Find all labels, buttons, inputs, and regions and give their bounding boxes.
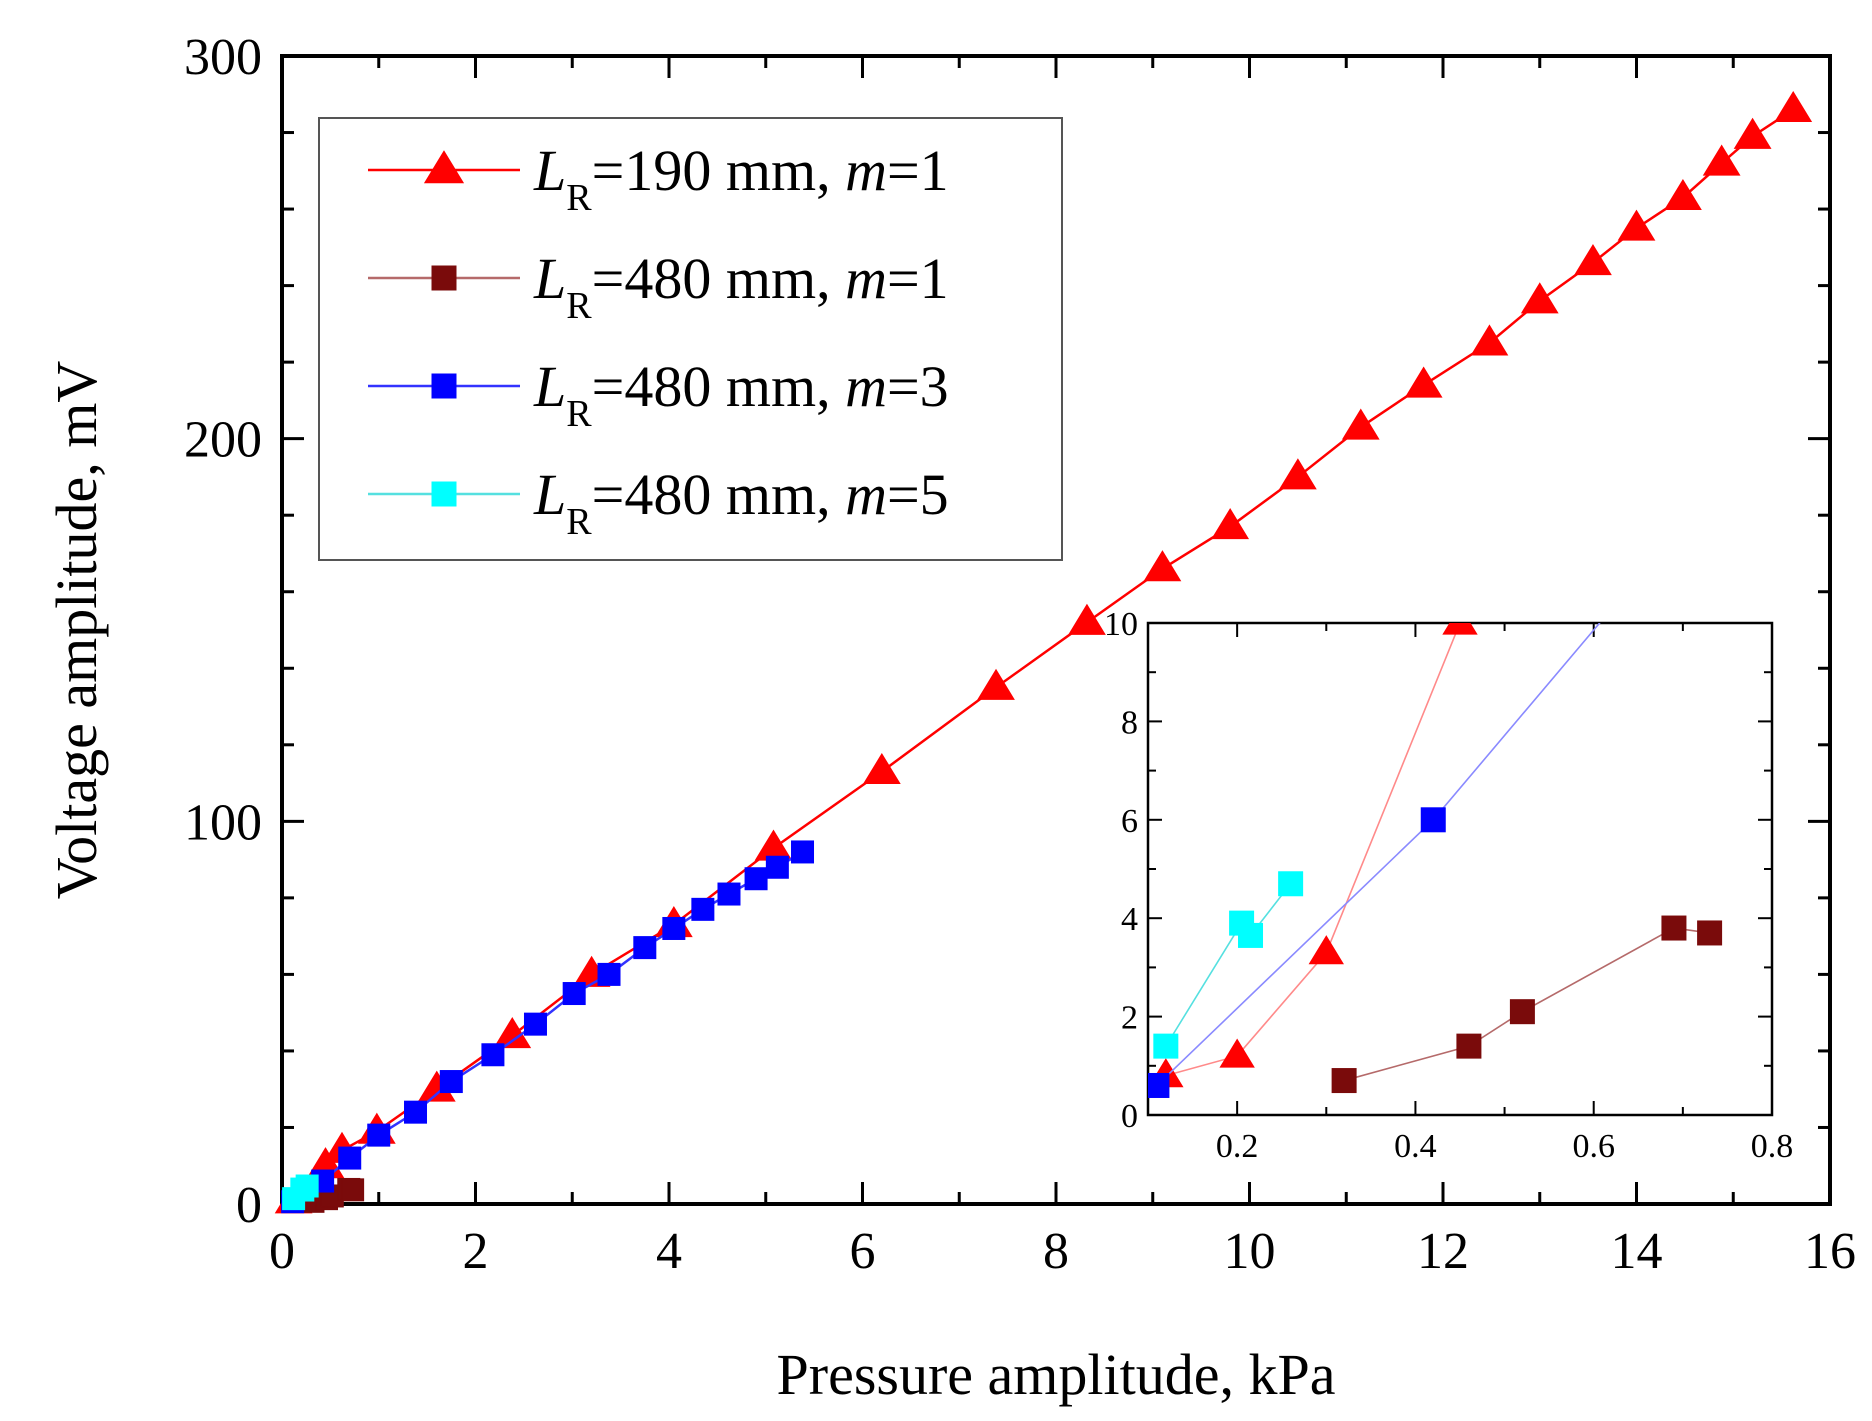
legend-label: LR=480 mm, m=3 (533, 354, 949, 435)
main-data-point (404, 1100, 428, 1124)
x-tick-label: 16 (1804, 1223, 1856, 1280)
inset-data-point (1148, 1072, 1170, 1098)
inset-y-tick-label: 0 (1121, 1098, 1138, 1135)
main-data-point (493, 1016, 532, 1049)
inset-data-point (1219, 1038, 1255, 1068)
inset-data-point (1278, 871, 1304, 897)
inset-frame (1146, 621, 1774, 1117)
inset-data-point (1420, 807, 1446, 833)
legend-marker (431, 481, 457, 507)
legend-marker (423, 150, 465, 184)
main-data-point (791, 840, 815, 864)
main-data-point (1068, 603, 1106, 635)
inset-data-point (1661, 915, 1687, 941)
main-data-point (977, 668, 1015, 700)
main-data-point (1278, 458, 1317, 490)
inset-data-point (1153, 1033, 1179, 1059)
main-data-point (481, 1043, 505, 1067)
legend-entry: LR=190 mm, m=1 (368, 138, 949, 219)
legend-label: LR=190 mm, m=1 (533, 138, 949, 219)
main-data-point (367, 1123, 391, 1147)
y-axis-title: Voltage amplitude, mV (44, 361, 109, 900)
main-data-point (1702, 144, 1741, 176)
inset-data-point (1595, 410, 1629, 438)
inset-x-tick-label: 0.6 (1572, 1128, 1615, 1165)
x-tick-label: 14 (1611, 1223, 1663, 1280)
main-data-point (1774, 90, 1813, 123)
inset-x-tick-label: 0.2 (1216, 1128, 1259, 1165)
main-data-point (744, 867, 768, 891)
main-data-point (562, 982, 586, 1006)
x-axis-title: Pressure amplitude, kPa (777, 1342, 1336, 1407)
main-data-point (765, 855, 789, 879)
inset-y-tick-label: 6 (1121, 803, 1138, 840)
inset-x-tick-label: 0.4 (1394, 1128, 1437, 1165)
inset-chart: 0.2 0.4 0.6 0.8 0 2 4 6 8 10 (1104, 410, 1794, 1165)
main-data-point (662, 916, 686, 940)
main-data-point (1341, 408, 1380, 440)
legend: LR=190 mm, m=1 LR=480 mm, m=1 LR=480 mm, m… (318, 117, 1063, 561)
x-tick-label: 6 (850, 1223, 876, 1280)
main-data-point (439, 1070, 463, 1094)
y-tick-label: 0 (236, 1177, 262, 1234)
main-data-point (1211, 508, 1250, 540)
main-data-point (1470, 324, 1509, 356)
inset-data-point (1331, 1068, 1357, 1094)
main-data-point (717, 882, 741, 906)
x-tick-label: 8 (1043, 1223, 1069, 1280)
inset-data-point (1697, 920, 1723, 946)
legend-entry: LR=480 mm, m=3 (368, 354, 949, 435)
main-data-point (295, 1174, 319, 1198)
y-tick-label: 300 (184, 29, 262, 86)
main-data-point (862, 752, 901, 785)
inset-y-tick-label: 2 (1121, 1000, 1138, 1037)
main-data-point (338, 1146, 362, 1170)
inset-y-tick-label: 4 (1121, 901, 1138, 938)
inset-y-tick-label: 10 (1104, 606, 1138, 643)
main-data-point (691, 897, 715, 921)
y-tick-label: 100 (184, 794, 262, 851)
x-tick-label: 0 (269, 1223, 295, 1280)
legend-label: LR=480 mm, m=5 (533, 462, 949, 543)
inset-x-tick-label: 0.8 (1751, 1128, 1794, 1165)
main-data-point (1664, 178, 1702, 211)
main-data-point (1520, 282, 1559, 314)
x-tick-label: 2 (463, 1223, 489, 1280)
legend-entry: LR=480 mm, m=5 (368, 462, 949, 543)
inset-data-point (1509, 999, 1535, 1025)
inset-data-point (1308, 935, 1344, 965)
inset-y-tick-label: 8 (1121, 704, 1138, 741)
x-tick-label: 12 (1417, 1223, 1469, 1280)
inset-data-point (1671, 513, 1695, 537)
main-data-point (597, 962, 621, 986)
main-data-point (1574, 244, 1612, 276)
legend-entry: LR=480 mm, m=1 (368, 246, 949, 327)
legend-label: LR=480 mm, m=1 (533, 246, 949, 327)
main-data-point (523, 1012, 547, 1036)
main-data-point (341, 1178, 365, 1202)
main-data-point (1143, 550, 1182, 582)
inset-data-point (1238, 922, 1264, 948)
inset-data-point (1442, 623, 1478, 635)
main-data-point (1404, 366, 1443, 398)
x-tick-label: 4 (656, 1223, 682, 1280)
legend-marker (431, 373, 457, 399)
legend-marker (431, 265, 457, 291)
main-series (274, 90, 1813, 1214)
y-tick-label: 200 (184, 412, 262, 469)
main-data-point (754, 829, 793, 861)
inset-data-point (1456, 1033, 1482, 1059)
main-data-point (1617, 209, 1656, 241)
x-tick-label: 10 (1224, 1223, 1276, 1280)
main-ticks (280, 54, 1832, 1206)
main-data-point (1733, 117, 1772, 149)
main-data-point (633, 936, 657, 960)
